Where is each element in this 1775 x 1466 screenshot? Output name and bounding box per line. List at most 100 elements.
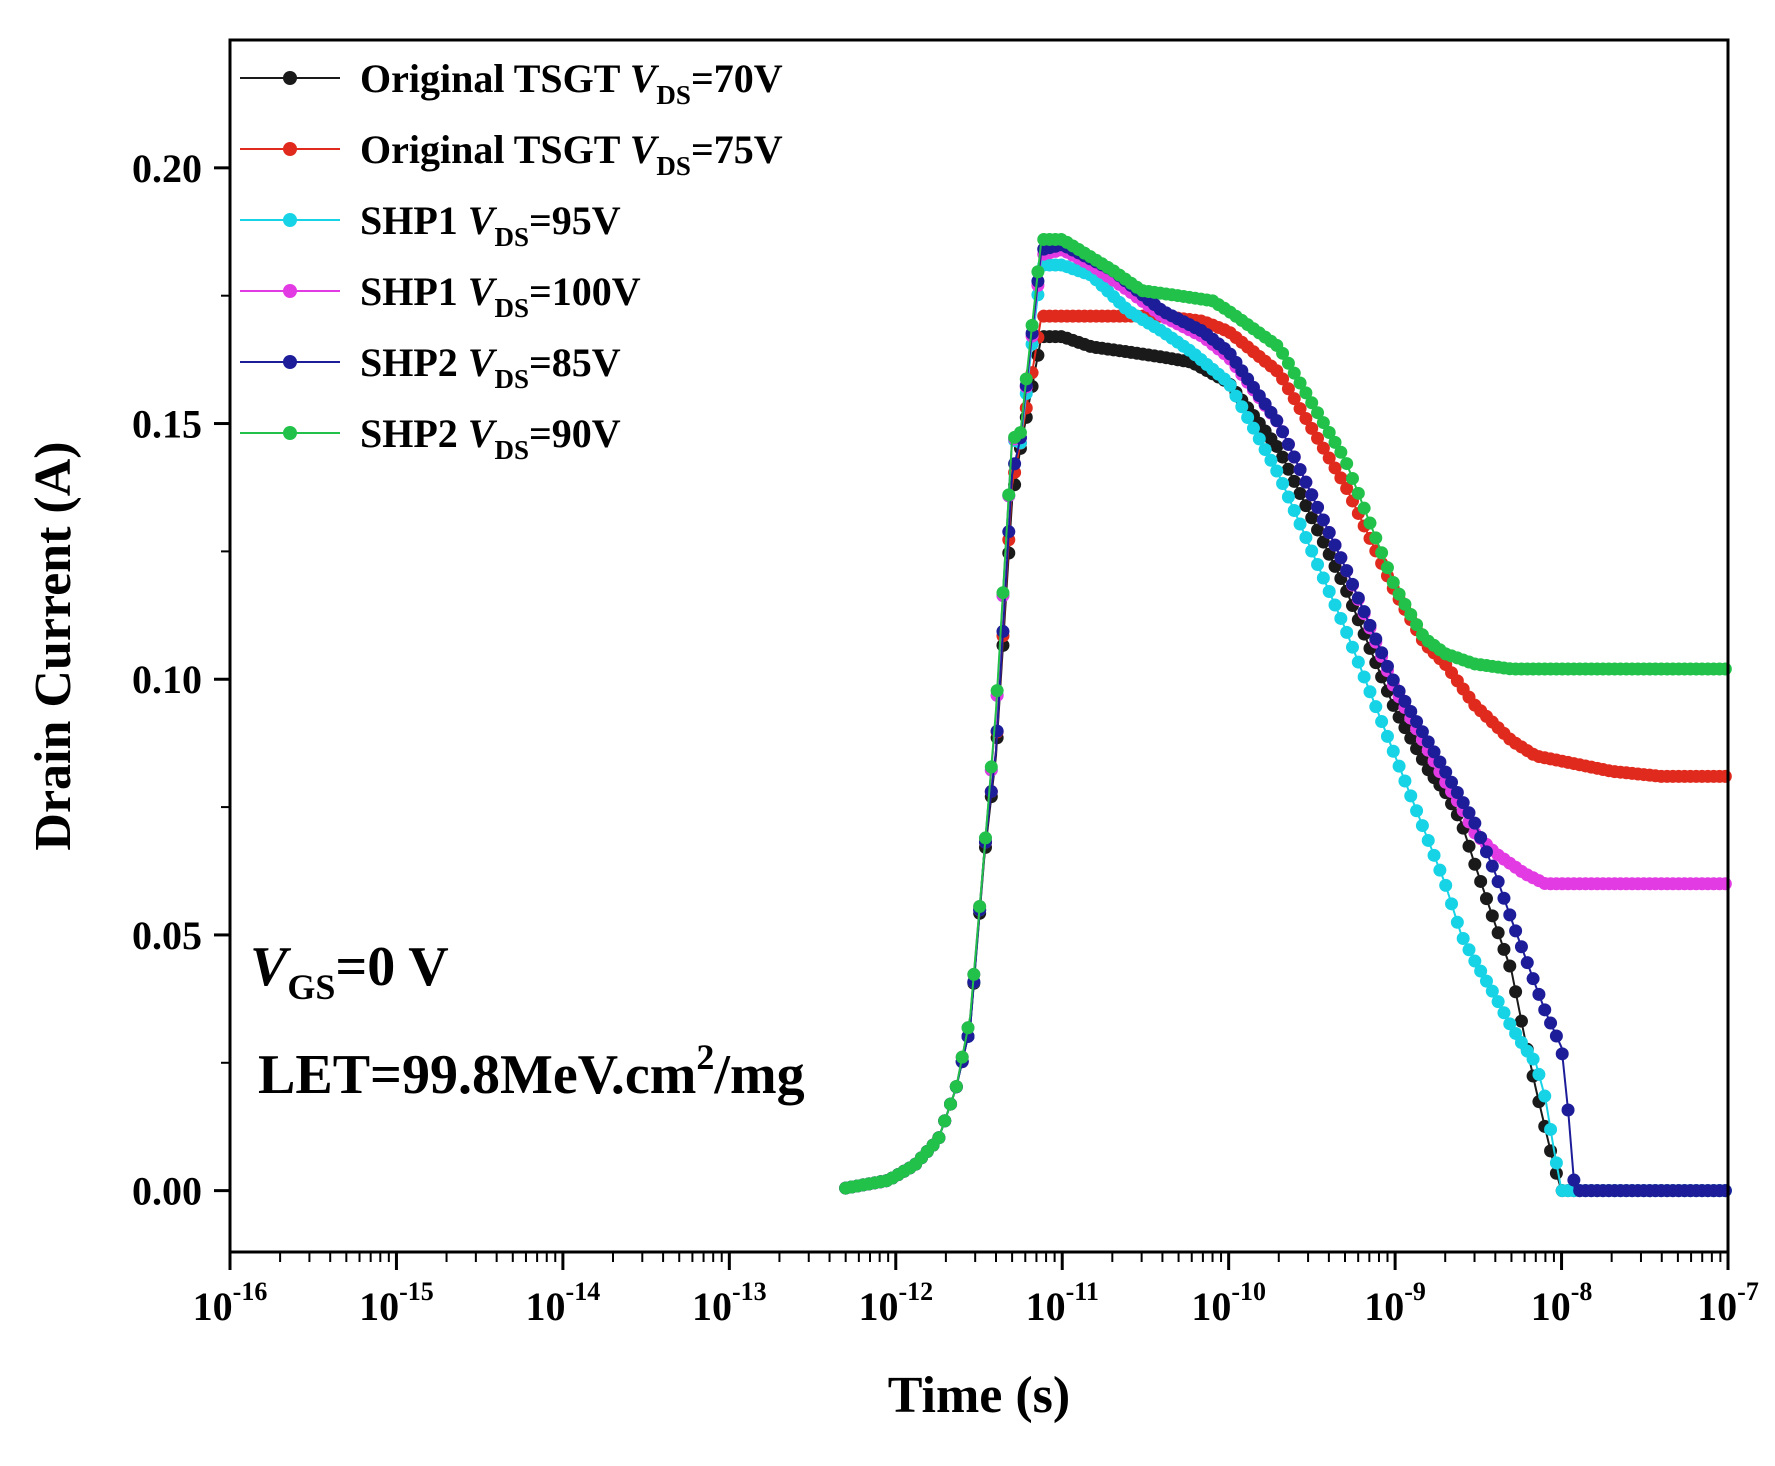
data-point (1002, 488, 1016, 502)
data-point (1223, 378, 1237, 392)
data-point (1456, 931, 1470, 945)
data-point (1340, 564, 1354, 578)
legend-marker (283, 142, 297, 156)
data-point (1392, 684, 1406, 698)
data-point (1380, 729, 1394, 743)
vgs-value: =0 V (335, 936, 448, 998)
legend-label: Original TSGT VDS=75V (360, 127, 783, 181)
data-point (1293, 517, 1307, 531)
x-tick-exponent: -12 (898, 1277, 933, 1306)
legend-subscript: DS (656, 151, 691, 181)
data-point (1538, 1089, 1552, 1103)
data-point (1509, 924, 1523, 938)
legend-label: SHP1 VDS=100V (360, 269, 641, 323)
data-point (1281, 462, 1295, 476)
data-point (1369, 531, 1383, 545)
data-point (955, 1050, 969, 1064)
legend-value: =90V (529, 411, 621, 456)
data-point (1340, 481, 1354, 495)
legend-marker (283, 284, 297, 298)
legend-subscript: DS (494, 293, 529, 323)
data-point (1357, 670, 1371, 684)
data-point (1031, 265, 1045, 279)
data-point (1450, 915, 1464, 929)
data-point (1421, 735, 1435, 749)
x-tick-base: 10 (1026, 1284, 1066, 1329)
legend-item-6: SHP2 VDS=90V (240, 411, 621, 465)
legend-item-2: Original TSGT VDS=75V (240, 127, 783, 181)
data-point (1450, 785, 1464, 799)
legend-item-1: Original TSGT VDS=70V (240, 56, 783, 110)
data-point (1019, 372, 1033, 386)
legend-value: =95V (529, 198, 621, 243)
data-point (1410, 715, 1424, 729)
data-point (1718, 769, 1732, 783)
data-point (1357, 605, 1371, 619)
data-point (1491, 875, 1505, 889)
y-tick-label: 0.15 (132, 402, 202, 447)
data-point (1380, 659, 1394, 673)
legend-series-name: SHP2 (360, 340, 468, 385)
data-point (1305, 544, 1319, 558)
data-point (1509, 985, 1523, 999)
data-point (1718, 662, 1732, 676)
data-point (984, 760, 998, 774)
data-point (1375, 546, 1389, 560)
legend-value: =75V (691, 127, 783, 172)
data-point (1328, 461, 1342, 475)
legend-item-3: SHP1 VDS=95V (240, 198, 621, 252)
data-point (1369, 632, 1383, 646)
data-point (1404, 607, 1418, 621)
data-point (1241, 410, 1255, 424)
series-6 (839, 232, 1732, 1195)
plot-frame (228, 38, 1730, 1254)
data-point (1293, 487, 1307, 501)
data-point (1345, 577, 1359, 591)
legend-v: V (468, 340, 498, 385)
x-tick-label: 10-14 (526, 1277, 601, 1329)
data-point (1526, 1052, 1540, 1066)
legend-v: V (630, 56, 660, 101)
data-point (1252, 432, 1266, 446)
data-point (1270, 414, 1284, 428)
data-point (1328, 435, 1342, 449)
data-point (1427, 848, 1441, 862)
data-point (1479, 974, 1493, 988)
x-tick-exponent: -13 (732, 1277, 767, 1306)
let-annotation: LET=99.8MeV.cm2/mg (258, 1037, 805, 1106)
data-point (1485, 909, 1499, 923)
legend-v: V (468, 198, 498, 243)
data-point (1031, 274, 1045, 288)
data-point (1258, 443, 1272, 457)
legend-series-name: Original TSGT (360, 56, 630, 101)
data-point (1334, 611, 1348, 625)
x-tick-base: 10 (858, 1284, 898, 1329)
data-point (1386, 576, 1400, 590)
data-point (1544, 1122, 1558, 1136)
data-point (1491, 926, 1505, 940)
legend-subscript: DS (494, 222, 529, 252)
data-point (1485, 859, 1499, 873)
data-point (996, 624, 1010, 638)
data-point (1299, 411, 1313, 425)
data-point (1276, 425, 1290, 439)
legend-series-name: SHP1 (360, 198, 468, 243)
data-point (1532, 987, 1546, 1001)
data-point (1340, 625, 1354, 639)
data-point (1415, 819, 1429, 833)
data-point (1328, 538, 1342, 552)
x-tick-base: 10 (1191, 1284, 1231, 1329)
data-point (1276, 372, 1290, 386)
data-point (1316, 441, 1330, 455)
data-point (1485, 984, 1499, 998)
legend-value: =100V (529, 269, 641, 314)
data-point (1404, 731, 1418, 745)
data-point (1398, 694, 1412, 708)
x-tick-label: 10-7 (1697, 1277, 1759, 1329)
data-point (1369, 700, 1383, 714)
x-tick-label: 10-13 (692, 1277, 767, 1329)
legend-series-name: SHP1 (360, 269, 468, 314)
data-point (1474, 831, 1488, 845)
legend-marker (283, 71, 297, 85)
